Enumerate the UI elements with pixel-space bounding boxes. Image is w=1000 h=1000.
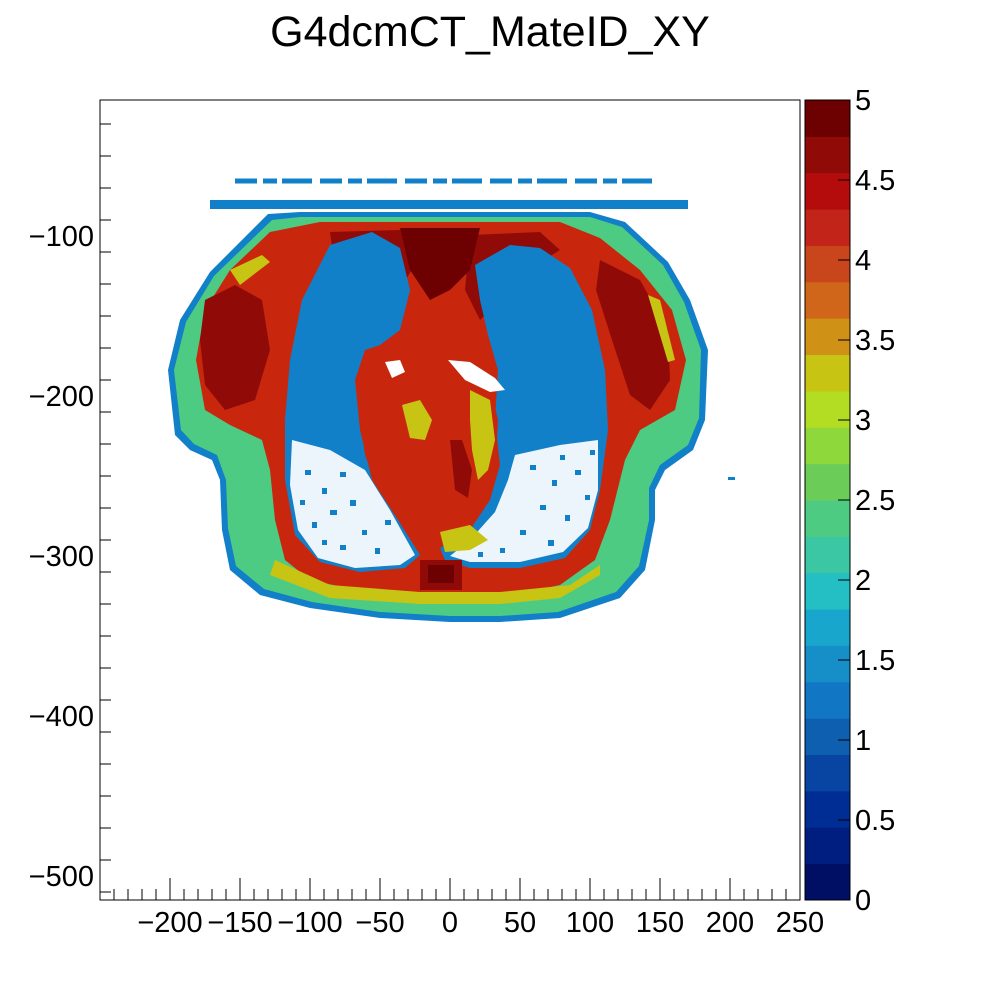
spine-core [428,565,454,583]
color-scale-swatch [805,427,850,465]
mediastinum-air-2 [385,360,405,378]
lung-air-right [450,440,598,562]
z-tick-label: 0 [855,885,871,917]
mediastinum-air-1 [448,360,505,392]
x-tick-label: 50 [504,907,536,939]
color-scale-swatch [805,100,850,137]
z-tick-label: 1.5 [855,645,895,677]
z-tick-label: 5 [855,85,871,117]
stray-voxel [728,477,735,480]
color-scale-swatch [805,827,850,865]
table-bar [210,200,688,209]
dark-tissue-left [200,285,270,410]
z-tick-label: 4 [855,245,871,277]
x-tick-label: 200 [706,907,754,939]
x-tick-label: 100 [566,907,614,939]
x-tick-label: −150 [207,907,272,939]
x-tick-label: 250 [776,907,824,939]
x-axis: −200 −150 −100 −50 0 50 100 150 200 250 [99,878,824,939]
heart-accent-2 [402,400,432,440]
color-scale-swatch [805,863,850,901]
x-tick-label: −50 [355,907,404,939]
y-tick-label: −100 [29,221,94,253]
color-scale-swatch [805,754,850,792]
sternum [400,228,480,300]
color-scale-swatch [805,681,850,719]
color-scale-swatch [805,463,850,501]
color-scale-swatch [805,136,850,174]
color-scale-swatch [805,790,850,828]
color-scale-swatch [805,281,850,319]
x-tick-label: −100 [277,907,342,939]
color-scale-swatch [805,536,850,574]
heart-dark [450,440,472,498]
heart-accent [470,390,495,480]
lung-speckles [300,450,595,557]
y-tick-label: −300 [29,541,94,573]
chart-title: G4dcmCT_MateID_XY [270,8,710,56]
color-scale-swatch [805,500,850,537]
x-tick-label: 150 [636,907,684,939]
y-tick-label: −400 [29,701,94,733]
heart-outline-accent [440,525,488,552]
x-tick-label: −200 [137,907,202,939]
dark-tissue-right [596,260,670,410]
z-tick-label: 2.5 [855,485,895,517]
lower-tissue-accent [270,560,600,604]
z-tick-label: 1 [855,725,871,757]
y-tick-label: −500 [29,861,94,893]
z-tick-label: 2 [855,565,871,597]
y-axis: −100 −200 −300 −400 −500 [29,123,111,893]
color-scale-swatch [805,318,850,356]
z-tick-label: 3.5 [855,325,895,357]
upper-tissue-accent [230,255,270,285]
color-scale-swatch [805,354,850,392]
color-scale-swatch [805,390,850,428]
side-tissue-accent [648,295,675,362]
y-tick-label: −200 [29,381,94,413]
z-tick-label: 4.5 [855,165,895,197]
color-scale: 0 0.5 1 1.5 2 2.5 3 3.5 4 4.5 5 [804,85,895,917]
color-scale-swatch [805,645,850,683]
color-scale-swatch [805,209,850,246]
x-tick-label: 0 [442,907,458,939]
z-tick-label: 0.5 [855,805,895,837]
color-scale-swatch [805,572,850,610]
material-map [168,178,735,622]
color-scale-swatch [805,609,850,646]
color-scale-swatch [805,172,850,210]
color-scale-swatch [805,718,850,756]
color-scale-swatch [805,245,850,283]
z-tick-label: 3 [855,405,871,437]
